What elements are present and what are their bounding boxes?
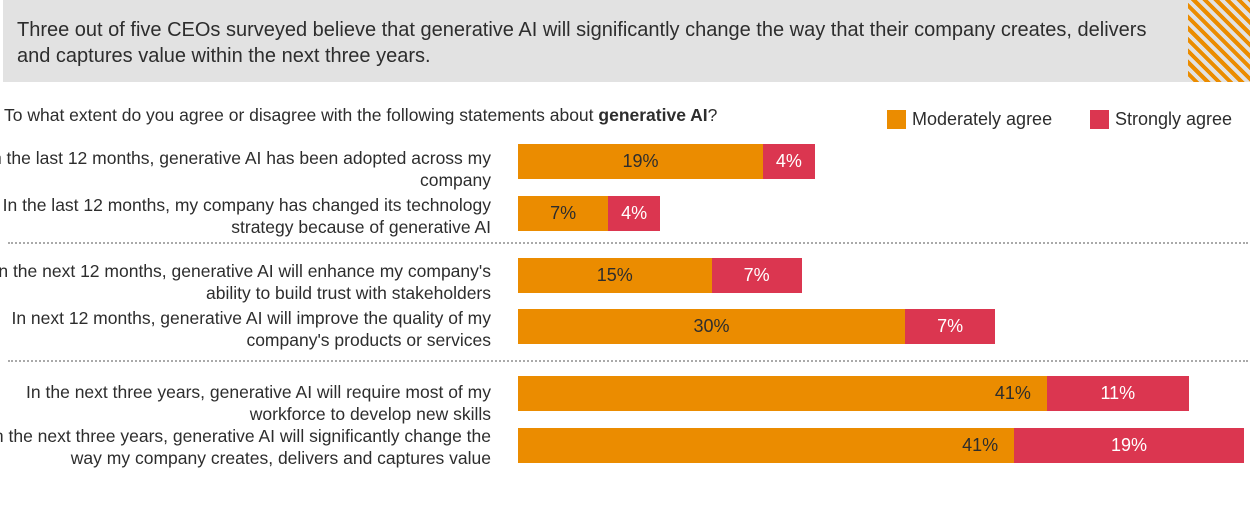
category-label: In next 12 months, generative AI will im… — [11, 308, 491, 350]
bar-moderately-agree: 41% — [518, 376, 1047, 411]
legend-swatch-red — [1090, 110, 1109, 129]
bar-moderately-agree: 7% — [518, 196, 609, 231]
group-divider — [8, 360, 1248, 362]
headline-banner: Three out of five CEOs surveyed believe … — [3, 0, 1250, 82]
category-label: In the last 12 months, generative AI has… — [0, 148, 491, 190]
question-bold: generative AI — [598, 105, 708, 125]
legend-label: Moderately agree — [912, 109, 1053, 129]
question-text: To what extent do you agree or disagree … — [4, 105, 599, 125]
bar-strongly-agree: 4% — [608, 196, 660, 231]
bar-moderately-agree: 30% — [518, 309, 905, 344]
question-suffix: ? — [707, 105, 718, 125]
category-label: In the next 12 months, generative AI wil… — [0, 261, 491, 303]
bar-strongly-agree: 7% — [905, 309, 996, 344]
category-label: In the next three years, generative AI w… — [26, 382, 491, 424]
headline-text: Three out of five CEOs surveyed believe … — [17, 19, 1147, 67]
group-divider — [8, 242, 1248, 244]
category-label: In the last 12 months, my company has ch… — [2, 195, 491, 237]
bar-strongly-agree: 4% — [763, 144, 815, 179]
bar-moderately-agree: 41% — [518, 428, 1015, 463]
category-label: In the next three years, generative AI w… — [0, 426, 491, 468]
bar-strongly-agree: 19% — [1014, 428, 1244, 463]
bar-moderately-agree: 15% — [518, 258, 712, 293]
survey-question: To what extent do you agree or disagree … — [4, 105, 717, 126]
legend-label: Strongly agree — [1115, 109, 1233, 129]
legend-moderately-agree: Moderately agree — [887, 109, 1052, 130]
bar-strongly-agree: 11% — [1046, 376, 1189, 411]
bar-moderately-agree: 19% — [518, 144, 764, 179]
bar-strongly-agree: 7% — [711, 258, 802, 293]
legend-swatch-orange — [887, 110, 906, 129]
hatch-decoration — [1188, 0, 1250, 82]
legend-strongly-agree: Strongly agree — [1090, 109, 1232, 130]
